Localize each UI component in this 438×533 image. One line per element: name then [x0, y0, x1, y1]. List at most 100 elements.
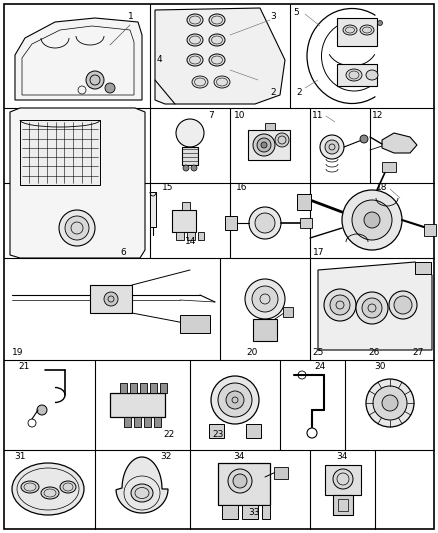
Circle shape: [105, 83, 115, 93]
Bar: [337, 18, 377, 46]
Circle shape: [324, 289, 356, 321]
Text: 20: 20: [246, 348, 258, 357]
Ellipse shape: [187, 34, 203, 46]
Text: 5: 5: [293, 8, 299, 17]
Circle shape: [362, 298, 382, 318]
Ellipse shape: [60, 481, 76, 493]
Bar: [110, 393, 165, 417]
Bar: [130, 383, 137, 393]
Bar: [382, 162, 396, 172]
Bar: [283, 307, 293, 317]
Text: 18: 18: [376, 183, 388, 192]
Ellipse shape: [192, 76, 208, 88]
Circle shape: [342, 190, 402, 250]
Bar: [150, 383, 157, 393]
Bar: [134, 417, 141, 427]
Ellipse shape: [209, 54, 225, 66]
Bar: [187, 232, 195, 240]
Circle shape: [59, 210, 95, 246]
Circle shape: [176, 119, 204, 147]
Text: 12: 12: [372, 111, 383, 120]
Circle shape: [325, 140, 339, 154]
Bar: [225, 216, 237, 230]
Circle shape: [364, 212, 380, 228]
Ellipse shape: [21, 481, 39, 493]
Bar: [333, 495, 353, 515]
Circle shape: [366, 379, 414, 427]
Bar: [300, 218, 312, 228]
Ellipse shape: [209, 34, 225, 46]
Circle shape: [249, 207, 281, 239]
Text: 31: 31: [14, 452, 25, 461]
Text: 21: 21: [18, 362, 29, 371]
Bar: [154, 417, 161, 427]
Bar: [160, 383, 167, 393]
Circle shape: [320, 135, 344, 159]
Bar: [248, 130, 290, 160]
Text: 2: 2: [296, 88, 302, 97]
Bar: [222, 505, 238, 519]
Text: 10: 10: [234, 111, 246, 120]
Text: 2: 2: [270, 88, 276, 97]
Ellipse shape: [187, 54, 203, 66]
Circle shape: [261, 142, 267, 148]
Text: 3: 3: [270, 12, 276, 21]
Bar: [218, 463, 270, 505]
Text: 25: 25: [312, 348, 323, 357]
Circle shape: [373, 386, 407, 420]
Bar: [144, 417, 151, 427]
Bar: [172, 210, 196, 232]
Circle shape: [245, 279, 285, 319]
Polygon shape: [116, 457, 168, 513]
Circle shape: [226, 391, 244, 409]
Text: 24: 24: [314, 362, 325, 371]
Text: 11: 11: [312, 111, 324, 120]
Polygon shape: [10, 108, 145, 258]
Bar: [262, 505, 270, 519]
Circle shape: [191, 165, 197, 171]
Circle shape: [360, 135, 368, 143]
Text: 32: 32: [160, 452, 171, 461]
Bar: [297, 194, 311, 210]
Circle shape: [211, 376, 259, 424]
Text: 26: 26: [368, 348, 379, 357]
Circle shape: [382, 395, 398, 411]
Bar: [424, 224, 436, 236]
Bar: [338, 499, 348, 511]
Circle shape: [389, 291, 417, 319]
Circle shape: [253, 134, 275, 156]
Text: 6: 6: [120, 248, 126, 257]
Bar: [176, 232, 184, 240]
Bar: [20, 120, 100, 185]
Ellipse shape: [214, 76, 230, 88]
Text: 22: 22: [163, 430, 174, 439]
Bar: [90, 285, 132, 313]
Text: 16: 16: [236, 183, 247, 192]
Circle shape: [252, 286, 278, 312]
Bar: [274, 467, 288, 479]
Text: 1: 1: [128, 12, 134, 21]
Bar: [182, 202, 190, 210]
Ellipse shape: [209, 14, 225, 26]
Circle shape: [378, 20, 382, 26]
Circle shape: [228, 469, 252, 493]
Bar: [242, 505, 258, 519]
Ellipse shape: [12, 463, 84, 515]
Text: 27: 27: [412, 348, 424, 357]
Bar: [209, 424, 224, 438]
Text: 19: 19: [12, 348, 24, 357]
Ellipse shape: [346, 69, 362, 81]
Bar: [180, 315, 210, 333]
Bar: [124, 417, 131, 427]
Text: 7: 7: [208, 111, 214, 120]
Bar: [140, 383, 147, 393]
Bar: [246, 424, 261, 438]
Ellipse shape: [41, 487, 59, 499]
Bar: [182, 147, 198, 165]
Circle shape: [65, 216, 89, 240]
Circle shape: [104, 292, 118, 306]
Circle shape: [86, 71, 104, 89]
Text: 34: 34: [233, 452, 244, 461]
Circle shape: [333, 469, 353, 489]
Ellipse shape: [343, 25, 357, 35]
